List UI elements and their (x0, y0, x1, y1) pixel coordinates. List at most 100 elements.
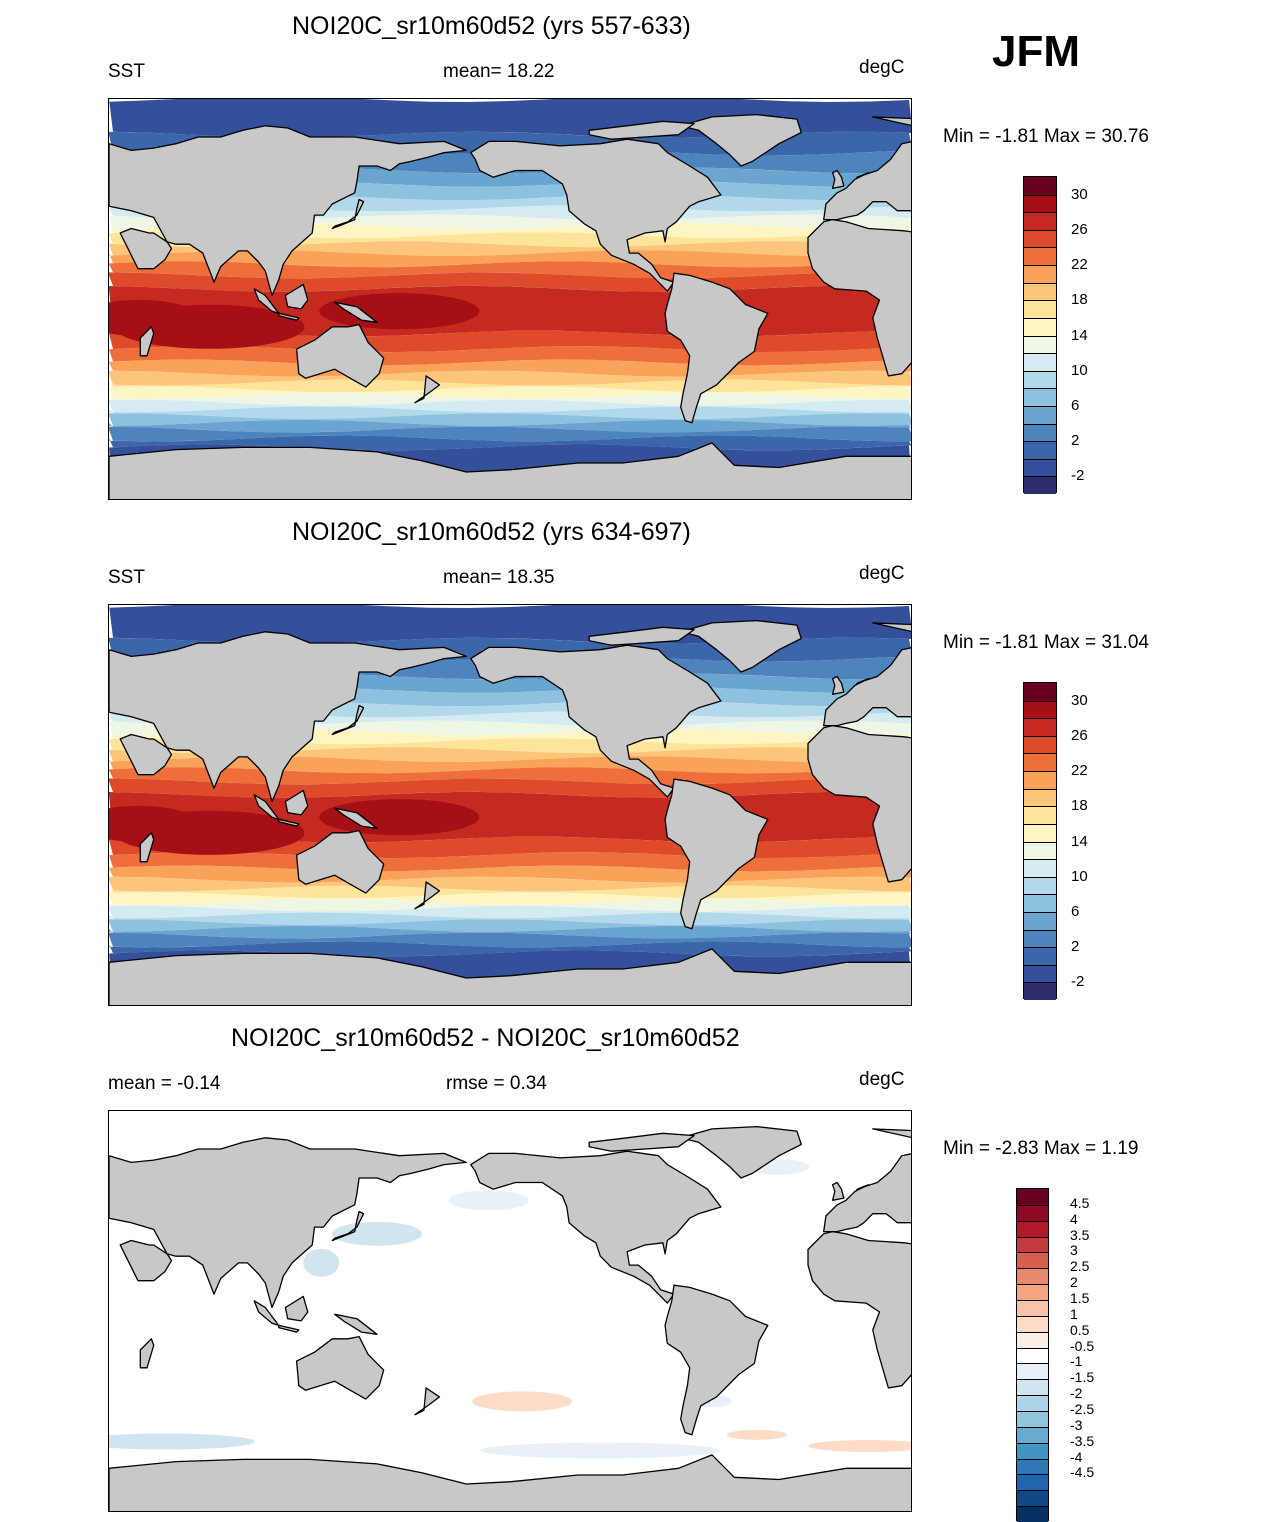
landmass-indonesia1 (253, 288, 280, 315)
landmass-antarctica (109, 1454, 911, 1511)
panel1-minmax: Min = -1.81 Max = 30.76 (943, 126, 1149, 147)
colorbar-swatch (1017, 1395, 1048, 1412)
colorbar-swatch (1024, 423, 1056, 442)
panel1-sst-map (108, 98, 912, 500)
colorbar-swatch (1017, 1442, 1048, 1460)
colorbar-tick-label: 1.5 (1070, 1290, 1090, 1306)
difference-anomaly (109, 1433, 255, 1450)
colorbar-tick-label: 1 (1070, 1305, 1078, 1322)
colorbar-tick-label: 18 (1071, 797, 1088, 815)
landmass-greenland (680, 1125, 802, 1179)
landmass-uk (831, 675, 845, 695)
colorbar-tick-label: 10 (1071, 867, 1088, 885)
colorbar-tick-label: 3 (1070, 1242, 1078, 1259)
landmass-madagascar (139, 832, 155, 863)
colorbar-swatch (1024, 911, 1056, 931)
map-canvas (109, 605, 911, 1005)
colorbar-swatch (1017, 1379, 1048, 1396)
colorbar-tick-label: 26 (1071, 726, 1088, 744)
panel3-units-label: degC (859, 1069, 905, 1090)
panel3-minmax: Min = -2.83 Max = 1.19 (943, 1138, 1139, 1159)
sst-contour-band (109, 232, 911, 248)
colorbar-swatch (1017, 1284, 1048, 1301)
sst-contour-band (109, 386, 911, 399)
panel2-minmax: Min = -1.81 Max = 31.04 (943, 632, 1149, 653)
landmass-indonesia1 (253, 794, 280, 821)
colorbar-tick-label: -4 (1070, 1448, 1083, 1465)
sst-contour-band (109, 370, 911, 386)
colorbar-swatch (1024, 300, 1056, 319)
panel1-title: NOI20C_sr10m60d52 (yrs 557-633) (292, 12, 691, 40)
colorbar-swatch (1024, 841, 1056, 860)
landmass-indonesia3 (278, 818, 300, 827)
colorbar-tick-label: 22 (1071, 256, 1088, 274)
landmass-indonesia2 (284, 1295, 309, 1322)
colorbar-box (1016, 1188, 1049, 1522)
colorbar-tick-label: -2 (1070, 1385, 1083, 1402)
landmass-europeW (823, 141, 911, 221)
landmass-madagascar (139, 1338, 155, 1369)
colorbar-swatch (1017, 1189, 1048, 1206)
season-label: JFM (992, 27, 1080, 76)
sst-contour-band (109, 767, 911, 785)
colorbar-swatch (1017, 1426, 1048, 1444)
colorbar-tick-label: 6 (1071, 902, 1080, 920)
colorbar-swatch (1024, 823, 1056, 842)
landmass-nz (414, 881, 441, 910)
landmass-asia (109, 125, 467, 297)
difference-anomaly (726, 1429, 787, 1440)
colorbar-tick-label: 30 (1071, 691, 1088, 709)
sst-contour-band (109, 912, 911, 926)
landmass-japan (331, 198, 365, 230)
landmass-japan (331, 704, 365, 736)
colorbar-swatch (1024, 458, 1056, 477)
panel2-mean-label: mean= 18.35 (443, 567, 555, 588)
landmass-southAm (664, 1284, 769, 1436)
sst-contour-band (109, 241, 911, 257)
landmass-madagascar (139, 326, 155, 357)
colorbar-swatch (1024, 964, 1056, 983)
landmass-greenland (680, 113, 802, 167)
difference-anomaly (808, 1440, 911, 1452)
landmass-americasN (470, 644, 722, 798)
colorbar-swatch (1017, 1300, 1048, 1317)
colorbar-swatch (1024, 282, 1056, 301)
colorbar-tick-label: 18 (1071, 291, 1088, 309)
landmass-indonesia2 (284, 283, 309, 310)
panel3-title: NOI20C_sr10m60d52 - NOI20C_sr10m60d52 (231, 1024, 740, 1052)
panel1-mean-label: mean= 18.22 (443, 61, 555, 82)
sst-contour-band (109, 426, 911, 442)
landmass-americasN (470, 138, 722, 292)
colorbar-swatch (1024, 441, 1056, 460)
landmass-nz (414, 375, 441, 404)
difference-anomaly (303, 1248, 340, 1277)
colorbar-swatch (1024, 876, 1056, 895)
landmass-asia (109, 631, 467, 803)
colorbar-box (1023, 682, 1057, 1001)
colorbar-swatch (1024, 806, 1056, 825)
sst-contour-band (109, 393, 911, 406)
colorbar-swatch (1024, 194, 1056, 213)
colorbar-swatch (1017, 1252, 1048, 1269)
colorbar-swatch (1024, 388, 1056, 407)
landmass-newguinea (333, 301, 378, 323)
colorbar-swatch (1024, 718, 1056, 737)
colorbar-swatch (1024, 353, 1056, 372)
colorbar-tick-label: 4.5 (1070, 1194, 1090, 1211)
sst-contour-band (109, 932, 911, 948)
landmass-arcticIslands (588, 1132, 695, 1152)
landmass-southAm (664, 272, 769, 424)
colorbar-tick-label: -2 (1071, 467, 1085, 485)
sst-contour-band (109, 905, 911, 919)
landmass-australia (295, 829, 385, 894)
colorbar-swatch (1017, 1458, 1048, 1475)
colorbar-tick-label: 0.5 (1070, 1321, 1090, 1338)
colorbar-swatch (1024, 788, 1056, 807)
colorbar-box (1023, 176, 1057, 495)
colorbar-tick-label: -4.5 (1070, 1464, 1095, 1481)
colorbar-swatch (1017, 1347, 1048, 1364)
landmass-indonesia2 (284, 789, 309, 816)
colorbar-swatch (1017, 1268, 1048, 1285)
difference-anomaly (472, 1391, 573, 1412)
panel2-variable-label: SST (108, 567, 145, 588)
